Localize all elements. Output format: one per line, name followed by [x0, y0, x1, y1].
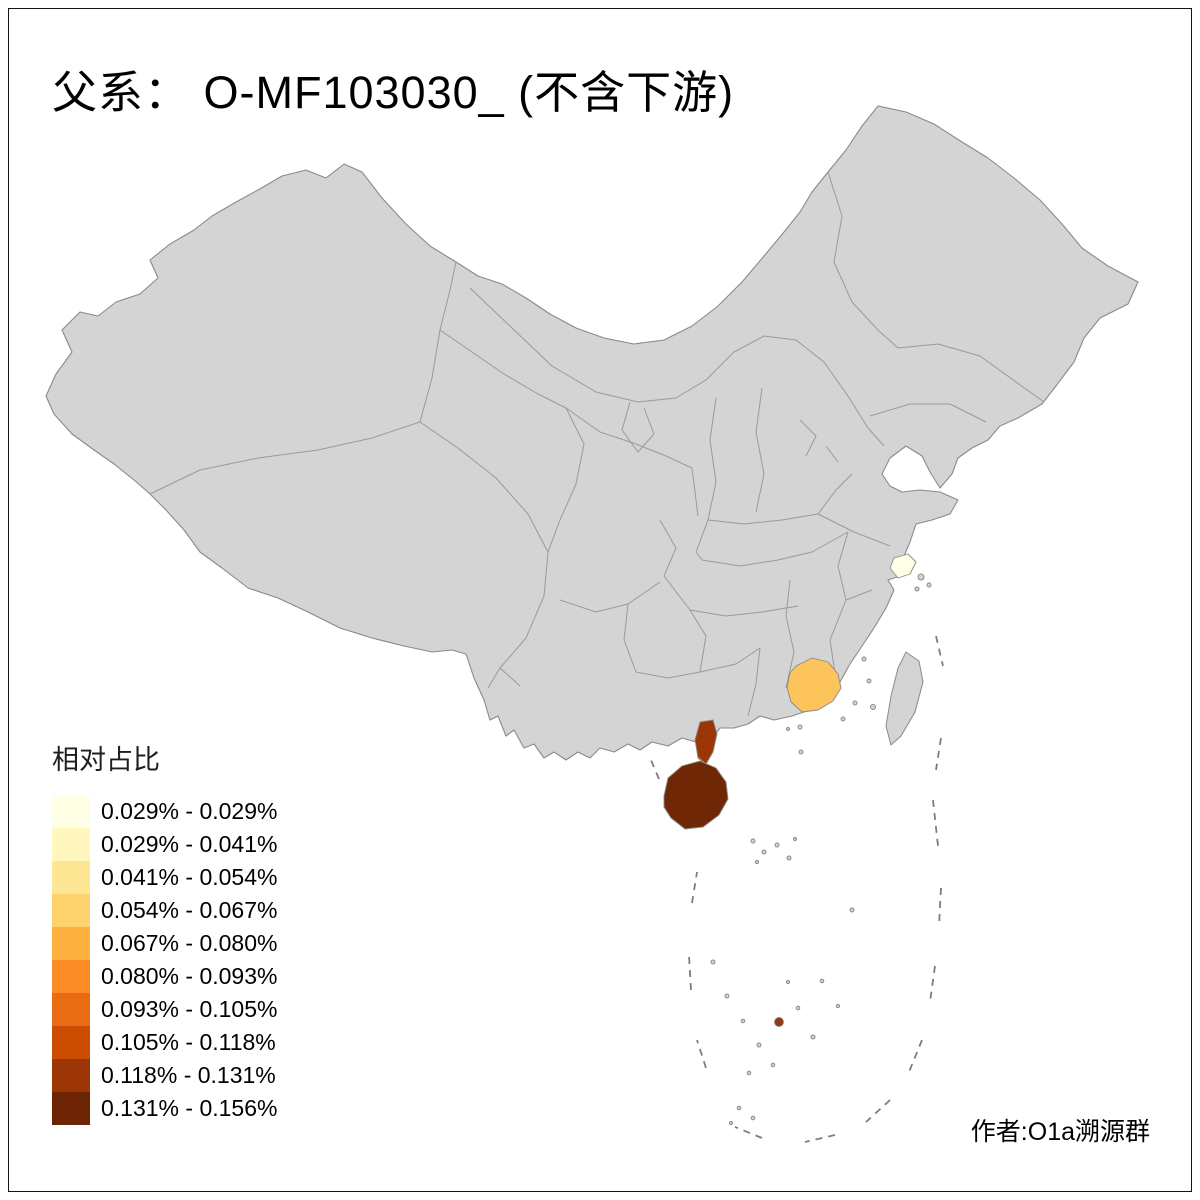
legend-item: 0.093% - 0.105%: [52, 993, 277, 1026]
legend-item: 0.029% - 0.041%: [52, 828, 277, 861]
province-borders: [149, 171, 1045, 717]
legend-item: 0.067% - 0.080%: [52, 927, 277, 960]
legend-label: 0.118% - 0.131%: [101, 1062, 276, 1088]
legend-label: 0.029% - 0.041%: [101, 831, 278, 857]
shanghai-region: [889, 553, 917, 579]
legend-swatch: [52, 993, 90, 1026]
legend-label: 0.054% - 0.067%: [101, 897, 278, 923]
legend-swatch: [52, 960, 90, 993]
legend-item: 0.054% - 0.067%: [52, 894, 277, 927]
legend-label: 0.105% - 0.118%: [101, 1029, 276, 1055]
legend-label: 0.067% - 0.080%: [101, 930, 278, 956]
legend-label: 0.041% - 0.054%: [101, 864, 278, 890]
legend-swatch: [52, 927, 90, 960]
south-sea-islet-dot: [774, 1017, 784, 1027]
legend-swatch: [52, 894, 90, 927]
legend-title: 相对占比: [52, 745, 160, 775]
legend-swatch: [52, 1092, 90, 1125]
legend-swatch: [52, 828, 90, 861]
map-title: 父系： O-MF103030_ (不含下游): [52, 67, 735, 118]
legend-swatch: [52, 861, 90, 894]
legend-label: 0.080% - 0.093%: [101, 963, 278, 989]
guangdong-region: [786, 657, 842, 713]
legend-item: 0.105% - 0.118%: [52, 1026, 277, 1059]
legend-item: 0.131% - 0.156%: [52, 1092, 277, 1125]
leizhou-region: [694, 719, 718, 765]
china-mainland: [45, 105, 1139, 765]
attribution-text: 作者:O1a溯源群: [970, 1118, 1150, 1146]
legend-label: 0.131% - 0.156%: [101, 1095, 278, 1121]
legend-label: 0.093% - 0.105%: [101, 996, 278, 1022]
legend-item: 0.041% - 0.054%: [52, 861, 277, 894]
legend-swatch: [52, 1026, 90, 1059]
legend: 相对占比 0.029% - 0.029% 0.029% - 0.041% 0.0…: [52, 738, 277, 1125]
legend-item: 0.080% - 0.093%: [52, 960, 277, 993]
legend-swatch: [52, 795, 90, 828]
legend-item: 0.118% - 0.131%: [52, 1059, 277, 1092]
hainan-region: [663, 760, 729, 830]
islands-gray: [710, 573, 932, 1125]
legend-swatch: [52, 1059, 90, 1092]
taiwan-island: [885, 651, 924, 746]
legend-item: 0.029% - 0.029%: [52, 795, 277, 828]
legend-label: 0.029% - 0.029%: [101, 798, 278, 824]
